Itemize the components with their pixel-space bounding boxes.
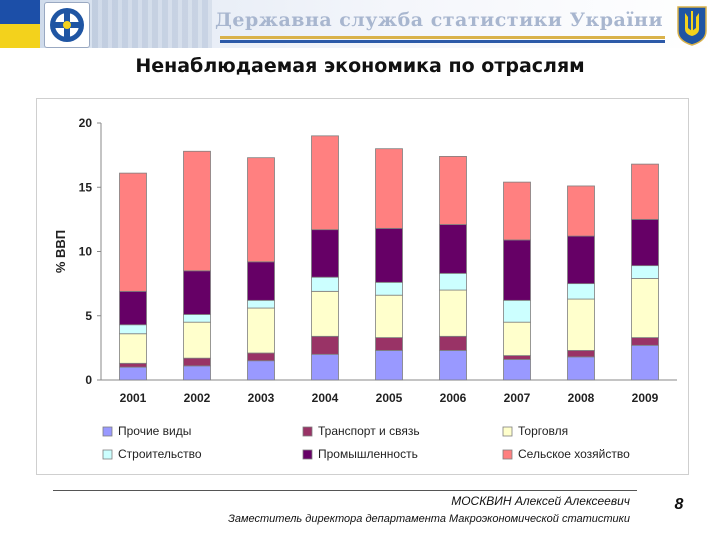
- bar-segment: [311, 290, 339, 337]
- bar-segment: [119, 172, 147, 292]
- y-tick-label: 0: [85, 373, 92, 387]
- bar-segment: [375, 227, 403, 283]
- x-tick-label: 2005: [376, 391, 403, 405]
- legend-swatch: [502, 449, 513, 460]
- bar-segment: [375, 337, 403, 351]
- bar-segment: [567, 235, 595, 285]
- y-tick-label: 15: [79, 180, 93, 194]
- bar-segment: [503, 181, 531, 241]
- bar-segment: [439, 156, 467, 225]
- y-axis-label: % ВВП: [53, 230, 68, 273]
- bar-segment: [503, 239, 531, 301]
- bar-segment: [439, 350, 467, 381]
- bar-segment: [183, 314, 211, 323]
- bar-segment: [375, 294, 403, 338]
- bar-segment: [183, 365, 211, 381]
- bar-segment: [311, 335, 339, 355]
- trident-coat-of-arms-icon: [672, 3, 712, 47]
- header-gold-stripe: [220, 36, 665, 39]
- y-tick-label: 10: [79, 245, 93, 259]
- bar-segment: [631, 218, 659, 267]
- bar-segment: [119, 290, 147, 326]
- bar-segment: [311, 353, 339, 381]
- bar-segment: [503, 299, 531, 323]
- legend-label: Торговля: [518, 424, 568, 438]
- header-banner: Державна служба статистики України: [0, 0, 720, 48]
- bar-segment: [439, 289, 467, 337]
- agency-name: Державна служба статистики України: [215, 9, 664, 31]
- bar-segment: [567, 298, 595, 351]
- legend-label: Транспорт и связь: [318, 424, 420, 438]
- y-tick-label: 5: [85, 309, 92, 323]
- legend-label: Сельское хозяйство: [518, 447, 630, 461]
- x-tick-label: 2008: [568, 391, 595, 405]
- legend-swatch: [102, 449, 113, 460]
- x-tick-label: 2007: [504, 391, 531, 405]
- bar-segment: [247, 360, 275, 381]
- bar-segment: [631, 163, 659, 220]
- bar-segment: [439, 224, 467, 274]
- statistics-service-logo-icon: [44, 2, 90, 48]
- bar-segment: [311, 229, 339, 278]
- bar-segment: [247, 352, 275, 362]
- bar-segment: [439, 272, 467, 291]
- bar-segment: [631, 344, 659, 381]
- bar-segment: [375, 281, 403, 296]
- header-blue-stripe: [220, 40, 665, 43]
- bar-segment: [119, 324, 147, 335]
- bar-segment: [375, 350, 403, 381]
- bar-segment: [119, 366, 147, 381]
- bar-segment: [311, 276, 339, 292]
- bar-segment: [183, 357, 211, 367]
- chart-container: 0 5 10 15 20 % ВВП 2001 2002 2003 2004 2005 2006 200…: [36, 98, 689, 475]
- author-name: МОСКВИН Алексей Алексеевич: [451, 494, 630, 508]
- x-tick-label: 2003: [248, 391, 275, 405]
- bar-segment: [247, 261, 275, 301]
- bar-segment: [247, 157, 275, 263]
- bar-segment: [567, 356, 595, 381]
- bar-segment: [183, 150, 211, 272]
- legend-label: Промышленность: [318, 447, 418, 461]
- page-number: 8: [674, 496, 684, 513]
- y-tick-label: 20: [79, 116, 93, 130]
- bar-segment: [439, 335, 467, 351]
- bar-segment: [119, 333, 147, 364]
- bar-segment: [183, 321, 211, 359]
- x-tick-label: 2009: [632, 391, 659, 405]
- bar-segment: [247, 307, 275, 354]
- bar-segment: [311, 135, 339, 231]
- legend-swatch: [102, 426, 113, 437]
- bar-segment: [503, 321, 531, 356]
- legend-label: Строительство: [118, 447, 202, 461]
- stacked-bar-chart: 0 5 10 15 20 % ВВП 2001 2002 2003 2004 2005 2006 200…: [53, 116, 677, 461]
- legend-label: Прочие виды: [118, 424, 191, 438]
- x-tick-label: 2002: [184, 391, 211, 405]
- page-title: Ненаблюдаемая экономика по отраслям: [135, 55, 585, 77]
- bar-segment: [567, 350, 595, 358]
- legend-swatch: [302, 449, 313, 460]
- bar-segment: [567, 185, 595, 237]
- x-tick-label: 2006: [440, 391, 467, 405]
- bar-segment: [567, 283, 595, 300]
- bar-segment: [631, 278, 659, 338]
- bar-segment: [183, 270, 211, 315]
- legend-swatch: [502, 426, 513, 437]
- bar-segment: [631, 265, 659, 279]
- ukraine-flag-icon: [0, 0, 40, 48]
- bar-segment: [503, 359, 531, 381]
- bar-segment: [631, 337, 659, 346]
- x-tick-label: 2004: [312, 391, 339, 405]
- bar-segment: [503, 355, 531, 360]
- bar-segment: [375, 148, 403, 229]
- x-tick-label: 2001: [120, 391, 147, 405]
- bar-segment: [119, 362, 147, 368]
- footer-divider: [53, 490, 637, 491]
- bar-segment: [247, 299, 275, 309]
- author-position: Заместитель директора департамента Макро…: [228, 513, 630, 525]
- legend-swatch: [302, 426, 313, 437]
- building-image: [92, 0, 212, 48]
